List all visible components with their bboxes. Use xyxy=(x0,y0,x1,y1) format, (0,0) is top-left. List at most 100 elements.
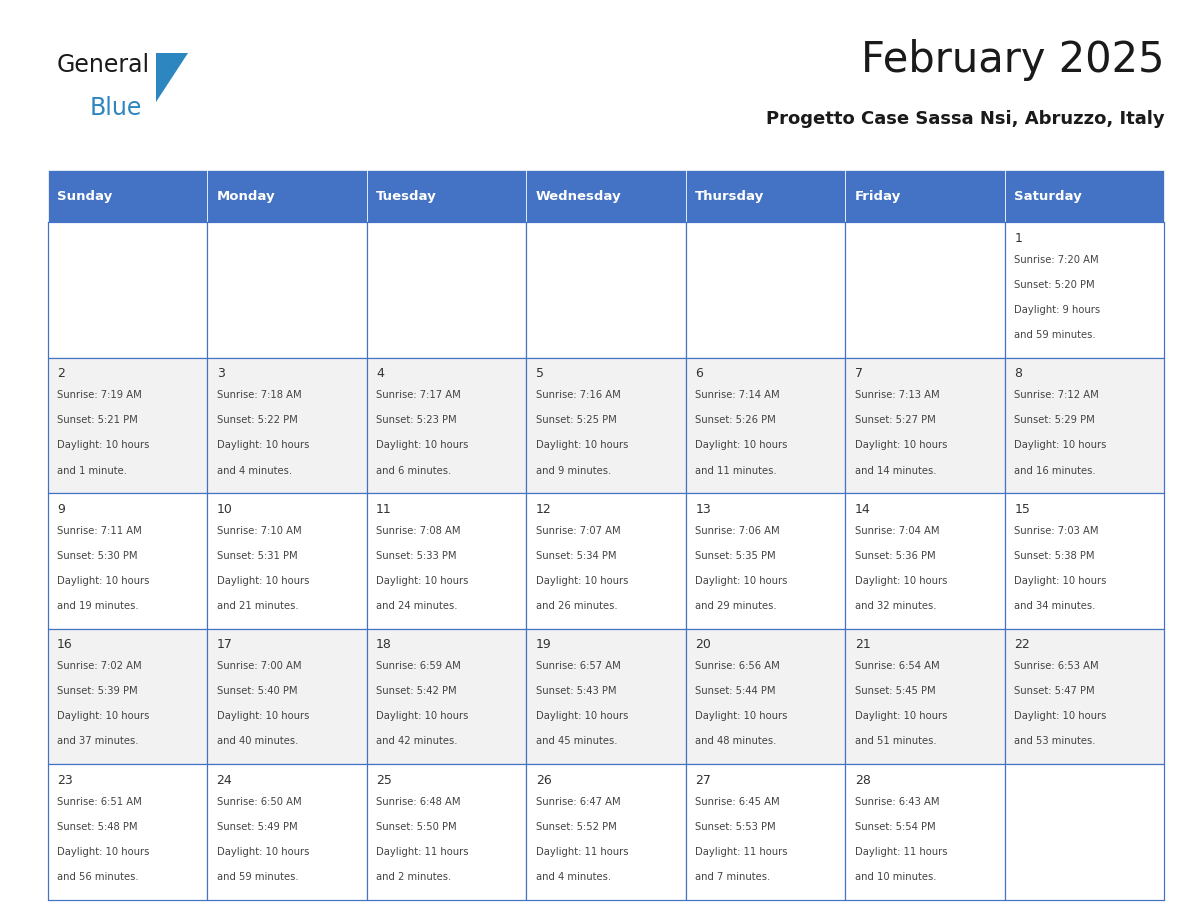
Text: and 53 minutes.: and 53 minutes. xyxy=(1015,736,1095,746)
Text: Daylight: 10 hours: Daylight: 10 hours xyxy=(216,711,309,722)
Bar xyxy=(845,493,1005,629)
Text: Sunday: Sunday xyxy=(57,190,113,203)
Bar xyxy=(526,493,685,629)
Text: 16: 16 xyxy=(57,638,72,651)
Text: Daylight: 10 hours: Daylight: 10 hours xyxy=(854,576,947,586)
Bar xyxy=(207,764,367,900)
Polygon shape xyxy=(156,53,188,102)
Text: and 42 minutes.: and 42 minutes. xyxy=(377,736,457,746)
Text: and 26 minutes.: and 26 minutes. xyxy=(536,601,618,611)
Text: Sunrise: 7:19 AM: Sunrise: 7:19 AM xyxy=(57,390,141,400)
Text: Sunrise: 7:11 AM: Sunrise: 7:11 AM xyxy=(57,526,141,536)
Text: Daylight: 11 hours: Daylight: 11 hours xyxy=(536,846,628,856)
Text: Thursday: Thursday xyxy=(695,190,764,203)
Text: Sunrise: 6:57 AM: Sunrise: 6:57 AM xyxy=(536,661,620,671)
Text: Sunset: 5:45 PM: Sunset: 5:45 PM xyxy=(854,687,935,696)
Text: Sunrise: 7:07 AM: Sunrise: 7:07 AM xyxy=(536,526,620,536)
Text: and 1 minute.: and 1 minute. xyxy=(57,465,127,476)
Text: Sunrise: 6:47 AM: Sunrise: 6:47 AM xyxy=(536,797,620,807)
Text: Sunrise: 6:43 AM: Sunrise: 6:43 AM xyxy=(854,797,940,807)
Text: Sunrise: 7:18 AM: Sunrise: 7:18 AM xyxy=(216,390,302,400)
Text: and 4 minutes.: and 4 minutes. xyxy=(216,465,292,476)
Text: Sunset: 5:21 PM: Sunset: 5:21 PM xyxy=(57,416,138,425)
Text: 25: 25 xyxy=(377,774,392,787)
Bar xyxy=(367,764,526,900)
Bar xyxy=(1005,170,1164,222)
Text: Daylight: 10 hours: Daylight: 10 hours xyxy=(57,576,150,586)
Text: Daylight: 10 hours: Daylight: 10 hours xyxy=(854,441,947,451)
Text: Sunrise: 7:02 AM: Sunrise: 7:02 AM xyxy=(57,661,141,671)
Text: Sunset: 5:48 PM: Sunset: 5:48 PM xyxy=(57,822,138,832)
Text: Daylight: 10 hours: Daylight: 10 hours xyxy=(695,711,788,722)
Text: and 19 minutes.: and 19 minutes. xyxy=(57,601,139,611)
Text: and 56 minutes.: and 56 minutes. xyxy=(57,872,139,882)
Text: and 16 minutes.: and 16 minutes. xyxy=(1015,465,1095,476)
Text: and 24 minutes.: and 24 minutes. xyxy=(377,601,457,611)
Text: Friday: Friday xyxy=(854,190,901,203)
Text: 10: 10 xyxy=(216,503,233,516)
Text: Daylight: 10 hours: Daylight: 10 hours xyxy=(695,576,788,586)
Text: Sunset: 5:49 PM: Sunset: 5:49 PM xyxy=(216,822,297,832)
Text: 28: 28 xyxy=(854,774,871,787)
Bar xyxy=(367,629,526,764)
Bar xyxy=(685,629,845,764)
Text: Sunset: 5:44 PM: Sunset: 5:44 PM xyxy=(695,687,776,696)
Text: Sunrise: 6:54 AM: Sunrise: 6:54 AM xyxy=(854,661,940,671)
Text: and 10 minutes.: and 10 minutes. xyxy=(854,872,936,882)
Text: 13: 13 xyxy=(695,503,710,516)
Text: Daylight: 10 hours: Daylight: 10 hours xyxy=(695,441,788,451)
Bar xyxy=(526,629,685,764)
Text: Sunset: 5:39 PM: Sunset: 5:39 PM xyxy=(57,687,138,696)
Bar xyxy=(1005,493,1164,629)
Text: and 9 minutes.: and 9 minutes. xyxy=(536,465,611,476)
Bar xyxy=(526,764,685,900)
Text: Daylight: 10 hours: Daylight: 10 hours xyxy=(536,441,628,451)
Text: Daylight: 11 hours: Daylight: 11 hours xyxy=(377,846,468,856)
Text: and 34 minutes.: and 34 minutes. xyxy=(1015,601,1095,611)
Bar xyxy=(526,358,685,493)
Bar xyxy=(48,629,207,764)
Text: Sunset: 5:50 PM: Sunset: 5:50 PM xyxy=(377,822,456,832)
Bar xyxy=(1005,629,1164,764)
Bar xyxy=(207,493,367,629)
Text: Daylight: 10 hours: Daylight: 10 hours xyxy=(377,711,468,722)
Text: and 11 minutes.: and 11 minutes. xyxy=(695,465,777,476)
Bar xyxy=(48,358,207,493)
Bar xyxy=(685,358,845,493)
Text: Sunset: 5:47 PM: Sunset: 5:47 PM xyxy=(1015,687,1095,696)
Text: and 32 minutes.: and 32 minutes. xyxy=(854,601,936,611)
Text: Sunrise: 7:20 AM: Sunrise: 7:20 AM xyxy=(1015,255,1099,265)
Text: Sunset: 5:33 PM: Sunset: 5:33 PM xyxy=(377,551,456,561)
Text: Blue: Blue xyxy=(89,96,141,120)
Text: Sunrise: 6:59 AM: Sunrise: 6:59 AM xyxy=(377,661,461,671)
Text: Monday: Monday xyxy=(216,190,276,203)
Text: 22: 22 xyxy=(1015,638,1030,651)
Text: and 4 minutes.: and 4 minutes. xyxy=(536,872,611,882)
Bar xyxy=(367,358,526,493)
Text: Sunset: 5:36 PM: Sunset: 5:36 PM xyxy=(854,551,935,561)
Text: Wednesday: Wednesday xyxy=(536,190,621,203)
Text: 2: 2 xyxy=(57,367,65,380)
Text: Sunrise: 7:00 AM: Sunrise: 7:00 AM xyxy=(216,661,301,671)
Bar xyxy=(845,222,1005,358)
Text: Daylight: 10 hours: Daylight: 10 hours xyxy=(1015,711,1107,722)
Bar xyxy=(207,222,367,358)
Text: General: General xyxy=(57,53,150,77)
Text: Sunrise: 7:10 AM: Sunrise: 7:10 AM xyxy=(216,526,302,536)
Text: Daylight: 11 hours: Daylight: 11 hours xyxy=(854,846,947,856)
Text: Sunrise: 7:08 AM: Sunrise: 7:08 AM xyxy=(377,526,461,536)
Text: 18: 18 xyxy=(377,638,392,651)
Bar xyxy=(1005,222,1164,358)
Bar xyxy=(367,170,526,222)
Text: 8: 8 xyxy=(1015,367,1023,380)
Text: Sunrise: 7:04 AM: Sunrise: 7:04 AM xyxy=(854,526,940,536)
Text: Sunrise: 6:48 AM: Sunrise: 6:48 AM xyxy=(377,797,461,807)
Text: Daylight: 10 hours: Daylight: 10 hours xyxy=(1015,441,1107,451)
Text: Tuesday: Tuesday xyxy=(377,190,437,203)
Bar xyxy=(845,629,1005,764)
Bar xyxy=(685,764,845,900)
Bar xyxy=(685,170,845,222)
Bar xyxy=(1005,358,1164,493)
Text: and 45 minutes.: and 45 minutes. xyxy=(536,736,618,746)
Bar xyxy=(1005,764,1164,900)
